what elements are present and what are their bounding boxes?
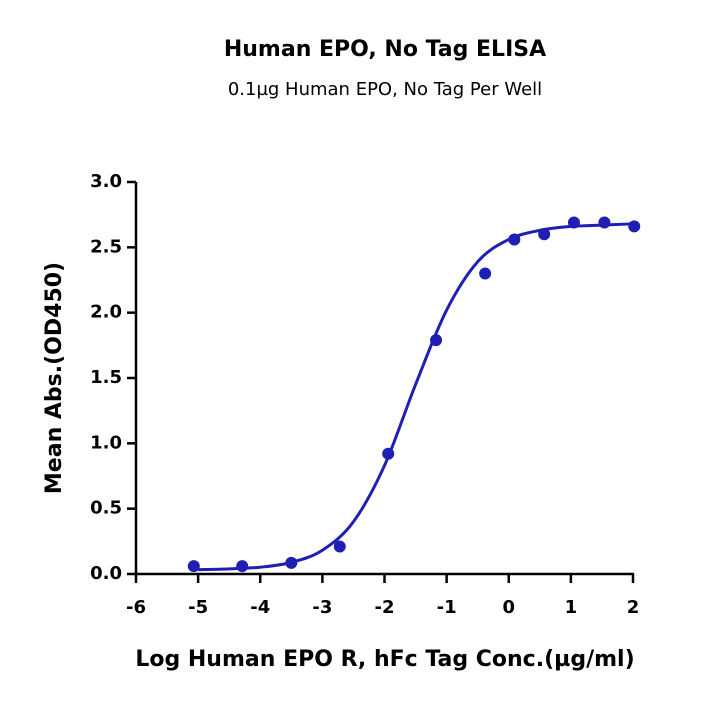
x-tick-label: -3 — [312, 597, 332, 618]
fit-curve — [198, 222, 634, 572]
data-point — [479, 267, 492, 280]
y-axis-title: Mean Abs.(OD450) — [42, 262, 67, 494]
y-tick-label: 0.5 — [90, 498, 122, 519]
y-tick-label: 1.0 — [90, 432, 122, 453]
data-point — [628, 220, 641, 233]
x-tick-label: -4 — [250, 597, 270, 618]
y-tick-label: 2.0 — [90, 302, 122, 323]
data-point — [236, 560, 249, 573]
x-tick-label: -1 — [437, 597, 457, 618]
y-tick-label: 1.5 — [90, 367, 122, 388]
data-point — [598, 216, 611, 229]
y-tick-label: 0.0 — [90, 563, 122, 584]
data-point — [333, 540, 346, 553]
x-tick-label: -6 — [126, 597, 146, 618]
x-tick-label: 1 — [565, 597, 578, 618]
y-tick-label: 2.5 — [90, 236, 122, 257]
x-axis-title: Log Human EPO R, hFc Tag Conc.(µg/ml) — [135, 647, 634, 672]
x-tick-label: -2 — [375, 597, 395, 618]
chart-subtitle: 0.1µg Human EPO, No Tag Per Well — [228, 79, 542, 100]
chart-title: Human EPO, No Tag ELISA — [224, 37, 546, 62]
x-tick-label: 0 — [502, 597, 515, 618]
x-tick-label: -5 — [188, 597, 208, 618]
data-point — [187, 560, 200, 573]
x-tick-label: 2 — [627, 597, 640, 618]
y-tick-label: 3.0 — [90, 171, 122, 192]
